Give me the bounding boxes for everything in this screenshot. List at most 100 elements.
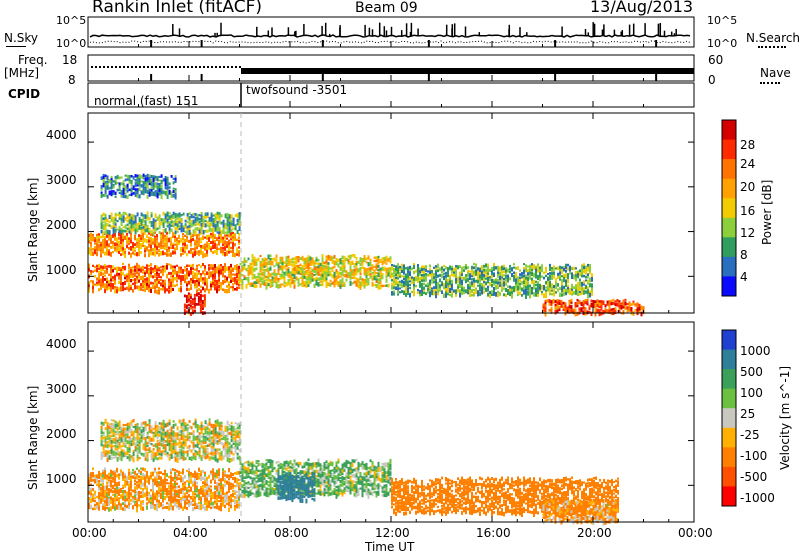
heatmap-cell xyxy=(232,288,234,292)
heatmap-cell xyxy=(413,265,415,269)
heatmap-cell xyxy=(202,470,204,474)
heatmap-cell xyxy=(542,305,545,309)
heatmap-cell xyxy=(224,438,227,442)
heatmap-cell xyxy=(148,278,150,283)
heatmap-cell xyxy=(236,483,238,488)
heatmap-cell xyxy=(311,268,314,273)
heatmap-cell xyxy=(515,266,517,270)
heatmap-cell xyxy=(162,438,165,443)
heatmap-cell xyxy=(188,273,190,277)
heatmap-cell xyxy=(483,268,485,272)
heatmap-cell xyxy=(164,492,166,495)
heatmap-cell xyxy=(142,180,145,186)
heatmap-cell xyxy=(90,244,92,248)
heatmap-cell xyxy=(154,434,157,438)
heatmap-cell xyxy=(172,496,174,500)
heatmap-cell xyxy=(317,258,320,262)
heatmap-cell xyxy=(166,429,169,433)
heatmap-cell xyxy=(545,280,547,285)
heatmap-cell xyxy=(92,264,94,267)
heatmap-cell xyxy=(483,286,485,290)
heatmap-cell xyxy=(90,272,92,276)
heatmap-cell xyxy=(164,450,167,453)
heatmap-cell xyxy=(218,452,221,457)
heatmap-cell xyxy=(106,283,108,288)
heatmap-cell xyxy=(563,285,565,289)
heatmap-cell xyxy=(238,212,241,215)
heatmap-cell xyxy=(301,470,304,474)
heatmap-cell xyxy=(263,463,266,467)
heatmap-cell xyxy=(142,487,144,493)
heatmap-cell xyxy=(287,472,290,476)
heatmap-cell xyxy=(146,477,148,480)
heatmap-cell xyxy=(114,433,117,436)
heatmap-cell xyxy=(423,291,425,294)
heatmap-cell xyxy=(212,237,214,242)
heatmap-cell xyxy=(397,293,399,296)
heatmap-cell xyxy=(556,304,559,310)
heatmap-cell xyxy=(279,258,282,262)
heatmap-cell xyxy=(174,223,177,226)
heatmap-cell xyxy=(158,439,161,442)
heatmap-cell xyxy=(98,470,100,475)
heatmap-cell xyxy=(214,485,216,489)
heatmap-cell xyxy=(178,504,180,507)
heatmap-cell xyxy=(539,283,541,288)
heatmap-cell xyxy=(180,471,182,474)
heatmap-cell xyxy=(128,219,131,225)
heatmap-cell xyxy=(160,187,163,193)
heatmap-cell xyxy=(241,465,244,470)
heatmap-cell xyxy=(136,190,139,195)
heatmap-cell xyxy=(146,234,148,239)
heatmap-cell xyxy=(230,425,233,429)
heatmap-cell xyxy=(251,259,254,264)
heatmap-cell xyxy=(206,284,208,289)
heatmap-cell xyxy=(568,299,571,304)
heatmap-cell xyxy=(369,266,372,272)
heatmap-cell xyxy=(122,211,125,215)
heatmap-cell xyxy=(130,246,132,251)
heatmap-cell xyxy=(361,263,364,266)
heatmap-cell xyxy=(596,299,599,303)
heatmap-cell xyxy=(126,440,129,445)
heatmap-cell xyxy=(114,278,116,283)
heatmap-cell xyxy=(216,491,218,495)
heatmap-cell xyxy=(114,285,116,289)
heatmap-cell xyxy=(138,471,140,474)
heatmap-cell xyxy=(112,229,115,235)
heatmap-cell xyxy=(451,265,453,270)
heatmap-cell xyxy=(271,490,274,495)
heatmap-cell xyxy=(180,217,183,222)
heatmap-cell xyxy=(471,278,473,281)
heatmap-cell xyxy=(571,293,573,296)
heatmap-cell xyxy=(477,290,479,295)
heatmap-cell xyxy=(417,266,419,271)
heatmap-cell xyxy=(116,498,118,502)
heatmap-cell xyxy=(323,261,326,265)
heatmap-cell xyxy=(267,260,270,266)
heatmap-cell xyxy=(194,276,196,279)
heatmap-cell xyxy=(393,267,395,272)
heatmap-cell xyxy=(271,460,274,465)
heatmap-cell xyxy=(186,281,188,286)
heatmap-cell xyxy=(142,500,144,505)
heatmap-cell xyxy=(190,225,193,228)
heatmap-cell xyxy=(124,455,127,458)
heatmap-cell xyxy=(441,266,443,271)
heatmap-cell xyxy=(116,240,118,244)
heatmap-cell xyxy=(206,220,209,224)
heatmap-cell xyxy=(539,286,541,291)
heatmap-cell xyxy=(503,267,505,271)
heatmap-cell xyxy=(561,269,563,272)
heatmap-cell xyxy=(577,293,579,296)
heatmap-cell xyxy=(216,469,218,475)
heatmap-cell xyxy=(136,179,139,184)
heatmap-cell xyxy=(184,502,186,507)
heatmap-cell xyxy=(96,284,98,287)
heatmap-cell xyxy=(451,279,453,285)
heatmap-cell xyxy=(594,308,597,312)
heatmap-cell xyxy=(485,274,487,278)
heatmap-cell xyxy=(166,288,168,292)
heatmap-cell xyxy=(108,273,110,276)
heatmap-cell xyxy=(128,194,131,197)
